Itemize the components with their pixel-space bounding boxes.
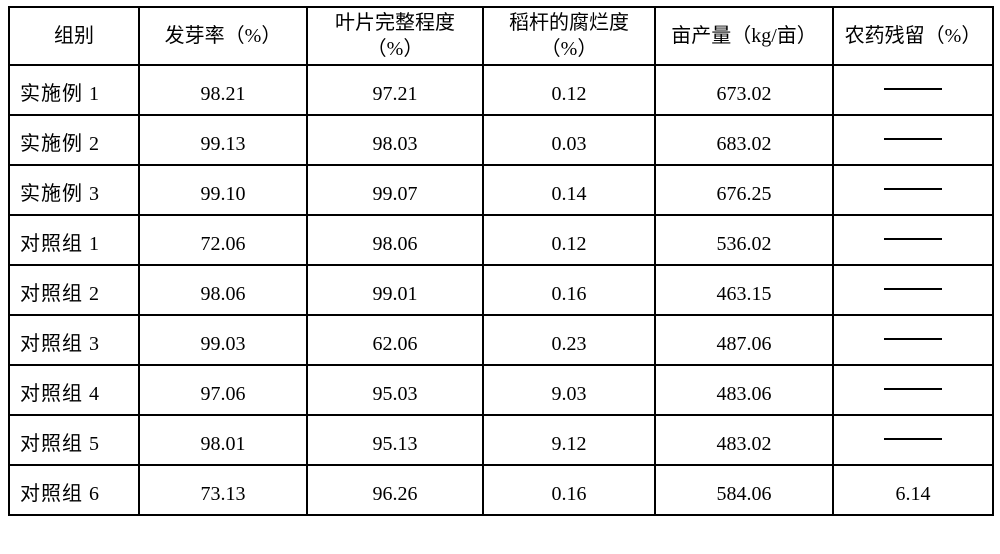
cell-value: 0.16 xyxy=(483,465,655,515)
cell-value: 676.25 xyxy=(655,165,833,215)
cell-group: 实施例 3 xyxy=(9,165,139,215)
cell-value: 0.12 xyxy=(483,215,655,265)
table-row: 对照组 1 72.06 98.06 0.12 536.02 xyxy=(9,215,993,265)
cell-value: 99.01 xyxy=(307,265,483,315)
cell-value: 0.23 xyxy=(483,315,655,365)
table-row: 实施例 1 98.21 97.21 0.12 673.02 xyxy=(9,65,993,115)
cell-dash xyxy=(833,365,993,415)
cell-value: 99.07 xyxy=(307,165,483,215)
cell-value: 98.06 xyxy=(139,265,307,315)
cell-value: 6.14 xyxy=(833,465,993,515)
cell-value: 99.03 xyxy=(139,315,307,365)
cell-value: 97.21 xyxy=(307,65,483,115)
cell-value: 683.02 xyxy=(655,115,833,165)
cell-value: 487.06 xyxy=(655,315,833,365)
cell-value: 9.03 xyxy=(483,365,655,415)
cell-group: 对照组 6 xyxy=(9,465,139,515)
col-header-yield: 亩产量（kg/亩） xyxy=(655,7,833,65)
data-table: 组别 发芽率（%） 叶片完整程度（%） 稻杆的腐烂度（%） 亩产量（kg/亩） … xyxy=(8,6,994,516)
cell-value: 463.15 xyxy=(655,265,833,315)
table-row: 对照组 4 97.06 95.03 9.03 483.06 xyxy=(9,365,993,415)
cell-group: 对照组 3 xyxy=(9,315,139,365)
cell-value: 95.13 xyxy=(307,415,483,465)
dash-icon xyxy=(884,238,942,240)
dash-icon xyxy=(884,188,942,190)
cell-value: 98.06 xyxy=(307,215,483,265)
cell-group: 对照组 1 xyxy=(9,215,139,265)
cell-value: 97.06 xyxy=(139,365,307,415)
table-row: 实施例 3 99.10 99.07 0.14 676.25 xyxy=(9,165,993,215)
col-header-group: 组别 xyxy=(9,7,139,65)
cell-value: 0.03 xyxy=(483,115,655,165)
cell-value: 536.02 xyxy=(655,215,833,265)
cell-value: 98.03 xyxy=(307,115,483,165)
cell-value: 0.12 xyxy=(483,65,655,115)
col-header-rot: 稻杆的腐烂度（%） xyxy=(483,7,655,65)
dash-icon xyxy=(884,388,942,390)
dash-icon xyxy=(884,338,942,340)
cell-value: 98.01 xyxy=(139,415,307,465)
table-row: 对照组 2 98.06 99.01 0.16 463.15 xyxy=(9,265,993,315)
cell-dash xyxy=(833,315,993,365)
cell-value: 9.12 xyxy=(483,415,655,465)
table-row: 对照组 3 99.03 62.06 0.23 487.06 xyxy=(9,315,993,365)
col-header-leaf: 叶片完整程度（%） xyxy=(307,7,483,65)
cell-group: 对照组 2 xyxy=(9,265,139,315)
cell-dash xyxy=(833,65,993,115)
cell-dash xyxy=(833,215,993,265)
cell-value: 483.06 xyxy=(655,365,833,415)
cell-group: 实施例 1 xyxy=(9,65,139,115)
cell-value: 96.26 xyxy=(307,465,483,515)
cell-dash xyxy=(833,415,993,465)
cell-value: 95.03 xyxy=(307,365,483,415)
cell-value: 99.13 xyxy=(139,115,307,165)
table-row: 对照组 5 98.01 95.13 9.12 483.02 xyxy=(9,415,993,465)
cell-value: 0.14 xyxy=(483,165,655,215)
cell-value: 483.02 xyxy=(655,415,833,465)
cell-value: 62.06 xyxy=(307,315,483,365)
dash-icon xyxy=(884,138,942,140)
cell-value: 0.16 xyxy=(483,265,655,315)
table-body: 实施例 1 98.21 97.21 0.12 673.02 实施例 2 99.1… xyxy=(9,65,993,515)
dash-icon xyxy=(884,88,942,90)
header-row: 组别 发芽率（%） 叶片完整程度（%） 稻杆的腐烂度（%） 亩产量（kg/亩） … xyxy=(9,7,993,65)
cell-dash xyxy=(833,265,993,315)
table-row: 对照组 6 73.13 96.26 0.16 584.06 6.14 xyxy=(9,465,993,515)
cell-dash xyxy=(833,115,993,165)
cell-dash xyxy=(833,165,993,215)
cell-value: 98.21 xyxy=(139,65,307,115)
cell-group: 实施例 2 xyxy=(9,115,139,165)
col-header-germ: 发芽率（%） xyxy=(139,7,307,65)
cell-group: 对照组 4 xyxy=(9,365,139,415)
table-row: 实施例 2 99.13 98.03 0.03 683.02 xyxy=(9,115,993,165)
cell-value: 673.02 xyxy=(655,65,833,115)
cell-value: 72.06 xyxy=(139,215,307,265)
cell-value: 99.10 xyxy=(139,165,307,215)
dash-icon xyxy=(884,438,942,440)
cell-value: 584.06 xyxy=(655,465,833,515)
cell-value: 73.13 xyxy=(139,465,307,515)
cell-group: 对照组 5 xyxy=(9,415,139,465)
dash-icon xyxy=(884,288,942,290)
col-header-residue: 农药残留（%） xyxy=(833,7,993,65)
